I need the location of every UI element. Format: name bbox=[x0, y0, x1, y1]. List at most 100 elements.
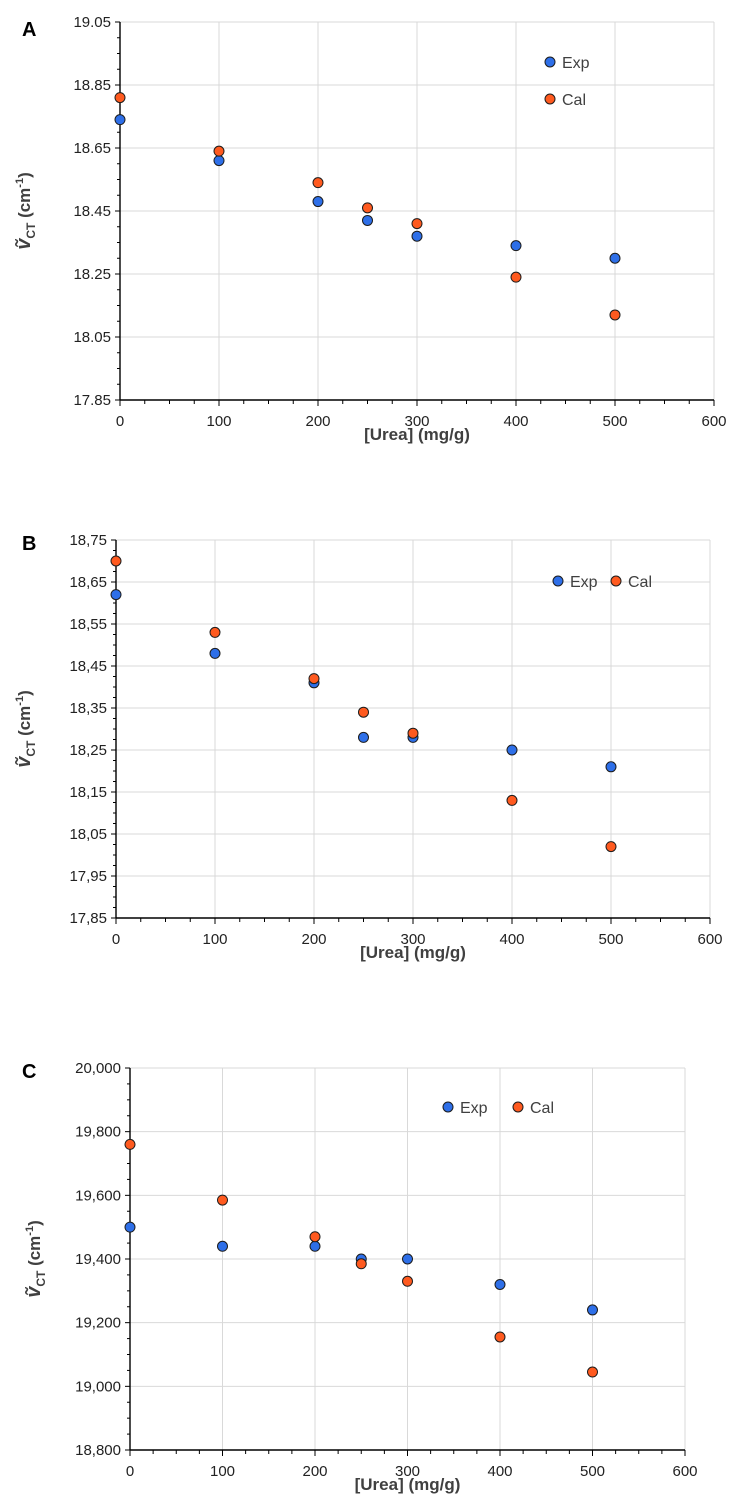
data-point-cal bbox=[124, 1138, 136, 1150]
data-point-cal bbox=[506, 794, 518, 806]
y-tick-label: 17,85 bbox=[69, 910, 107, 927]
x-tick-label: 400 bbox=[487, 1463, 512, 1480]
y-tick-label: 17.85 bbox=[73, 392, 111, 409]
x-tick-label: 100 bbox=[206, 413, 231, 430]
legend-marker-cal bbox=[610, 575, 622, 587]
y-tick-label: 19,400 bbox=[75, 1251, 121, 1268]
y-tick-label: 18,65 bbox=[69, 574, 107, 591]
panel-label: C bbox=[22, 1061, 36, 1083]
chart-panel-a: 17.85 18.05 18.25 18.45 18.65 18.85 19.05 0 100 2… bbox=[13, 14, 727, 444]
legend-marker-exp bbox=[544, 56, 556, 68]
legend: Exp Cal bbox=[442, 1100, 554, 1117]
legend-marker-cal bbox=[544, 93, 556, 105]
y-tick-label: 18,75 bbox=[69, 532, 107, 549]
data-point-exp bbox=[209, 647, 221, 659]
y-axis-label: ṽCT (cm-1) bbox=[23, 1220, 48, 1298]
x-axis-label: [Urea] (mg/g) bbox=[355, 1475, 461, 1494]
x-tick-label: 0 bbox=[126, 1463, 134, 1480]
x-tick-label: 500 bbox=[580, 1463, 605, 1480]
data-point-exp bbox=[213, 155, 225, 167]
data-point-cal bbox=[362, 202, 373, 214]
legend-label-exp: Exp bbox=[570, 574, 598, 591]
x-tick-label: 400 bbox=[499, 931, 524, 948]
y-tick-label: 19,600 bbox=[75, 1187, 121, 1204]
legend-marker-cal bbox=[512, 1101, 524, 1113]
legend-label-cal: Cal bbox=[530, 1100, 554, 1117]
legend: Exp Cal bbox=[544, 55, 590, 109]
x-tick-label: 200 bbox=[305, 413, 330, 430]
data-point-cal bbox=[358, 706, 369, 718]
data-point-cal bbox=[510, 271, 522, 283]
data-point-exp bbox=[358, 731, 369, 743]
x-tick-label: 200 bbox=[302, 1463, 327, 1480]
y-tick-label: 18,25 bbox=[69, 742, 107, 759]
y-tick-label: 18,800 bbox=[75, 1442, 121, 1459]
y-tick-label: 18.85 bbox=[73, 77, 111, 94]
x-tick-label: 300 bbox=[400, 931, 425, 948]
data-point-cal bbox=[402, 1275, 413, 1287]
data-point-exp bbox=[124, 1221, 136, 1233]
y-tick-label: 19.05 bbox=[73, 14, 111, 31]
data-point-cal bbox=[587, 1366, 598, 1378]
panel-label: A bbox=[22, 19, 36, 41]
x-tick-label: 100 bbox=[210, 1463, 235, 1480]
chart-panel-b: 17,85 17,95 18,05 18,15 18,25 18,35 18,45 18,55… bbox=[13, 532, 723, 962]
data-point-cal bbox=[217, 1194, 228, 1206]
data-point-exp bbox=[402, 1253, 413, 1265]
x-tick-label: 600 bbox=[672, 1463, 697, 1480]
data-point-exp bbox=[309, 1240, 321, 1252]
y-tick-label: 18,55 bbox=[69, 616, 107, 633]
y-tick-label: 18.25 bbox=[73, 266, 111, 283]
legend-label-cal: Cal bbox=[628, 574, 652, 591]
y-tick-label: 17,95 bbox=[69, 868, 107, 885]
legend-marker-exp bbox=[552, 575, 564, 587]
legend-label-exp: Exp bbox=[562, 55, 590, 72]
data-point-exp bbox=[312, 196, 324, 208]
x-tick-label: 500 bbox=[598, 931, 623, 948]
data-point-cal bbox=[411, 218, 423, 230]
data-point-cal bbox=[609, 309, 621, 321]
data-point-exp bbox=[587, 1304, 598, 1316]
data-point-cal bbox=[213, 145, 225, 157]
y-tick-label: 19,200 bbox=[75, 1315, 121, 1332]
legend-label-cal: Cal bbox=[562, 92, 586, 109]
data-point-cal bbox=[309, 1231, 321, 1243]
data-point-cal bbox=[110, 555, 122, 567]
data-point-cal bbox=[407, 727, 419, 739]
x-tick-label: 0 bbox=[112, 931, 120, 948]
x-axis-label: [Urea] (mg/g) bbox=[360, 943, 466, 962]
x-tick-label: 200 bbox=[301, 931, 326, 948]
legend-label-exp: Exp bbox=[460, 1100, 488, 1117]
x-axis-label: [Urea] (mg/g) bbox=[364, 425, 470, 444]
x-tick-label: 0 bbox=[116, 413, 124, 430]
legend-marker-exp bbox=[442, 1101, 454, 1113]
panel-label: B bbox=[22, 533, 36, 555]
data-point-cal bbox=[209, 626, 221, 638]
data-point-exp bbox=[605, 761, 617, 773]
data-point-cal bbox=[114, 92, 126, 104]
data-point-exp bbox=[110, 589, 122, 601]
data-point-cal bbox=[308, 673, 320, 685]
x-tick-label: 100 bbox=[202, 931, 227, 948]
y-tick-label: 18.05 bbox=[73, 329, 111, 346]
data-point-exp bbox=[506, 744, 518, 756]
y-tick-label: 18,45 bbox=[69, 658, 107, 675]
y-tick-label: 18.65 bbox=[73, 140, 111, 157]
y-axis-label: ṽCT (cm-1) bbox=[13, 690, 38, 768]
y-tick-label: 18,15 bbox=[69, 784, 107, 801]
data-point-exp bbox=[217, 1240, 228, 1252]
data-point-exp bbox=[411, 230, 423, 242]
data-point-exp bbox=[114, 114, 126, 126]
x-tick-label: 300 bbox=[404, 413, 429, 430]
x-tick-label: 300 bbox=[395, 1463, 420, 1480]
x-tick-label: 600 bbox=[701, 413, 726, 430]
chart-panel-c: 18,800 19,000 19,200 19,400 19,600 19,800 20,0… bbox=[22, 1060, 698, 1494]
y-tick-label: 18,05 bbox=[69, 826, 107, 843]
data-point-cal bbox=[494, 1331, 506, 1343]
data-point-exp bbox=[609, 252, 621, 264]
data-point-exp bbox=[362, 214, 373, 226]
data-point-exp bbox=[510, 240, 522, 252]
y-tick-label: 18,35 bbox=[69, 700, 107, 717]
data-point-cal bbox=[605, 841, 617, 853]
